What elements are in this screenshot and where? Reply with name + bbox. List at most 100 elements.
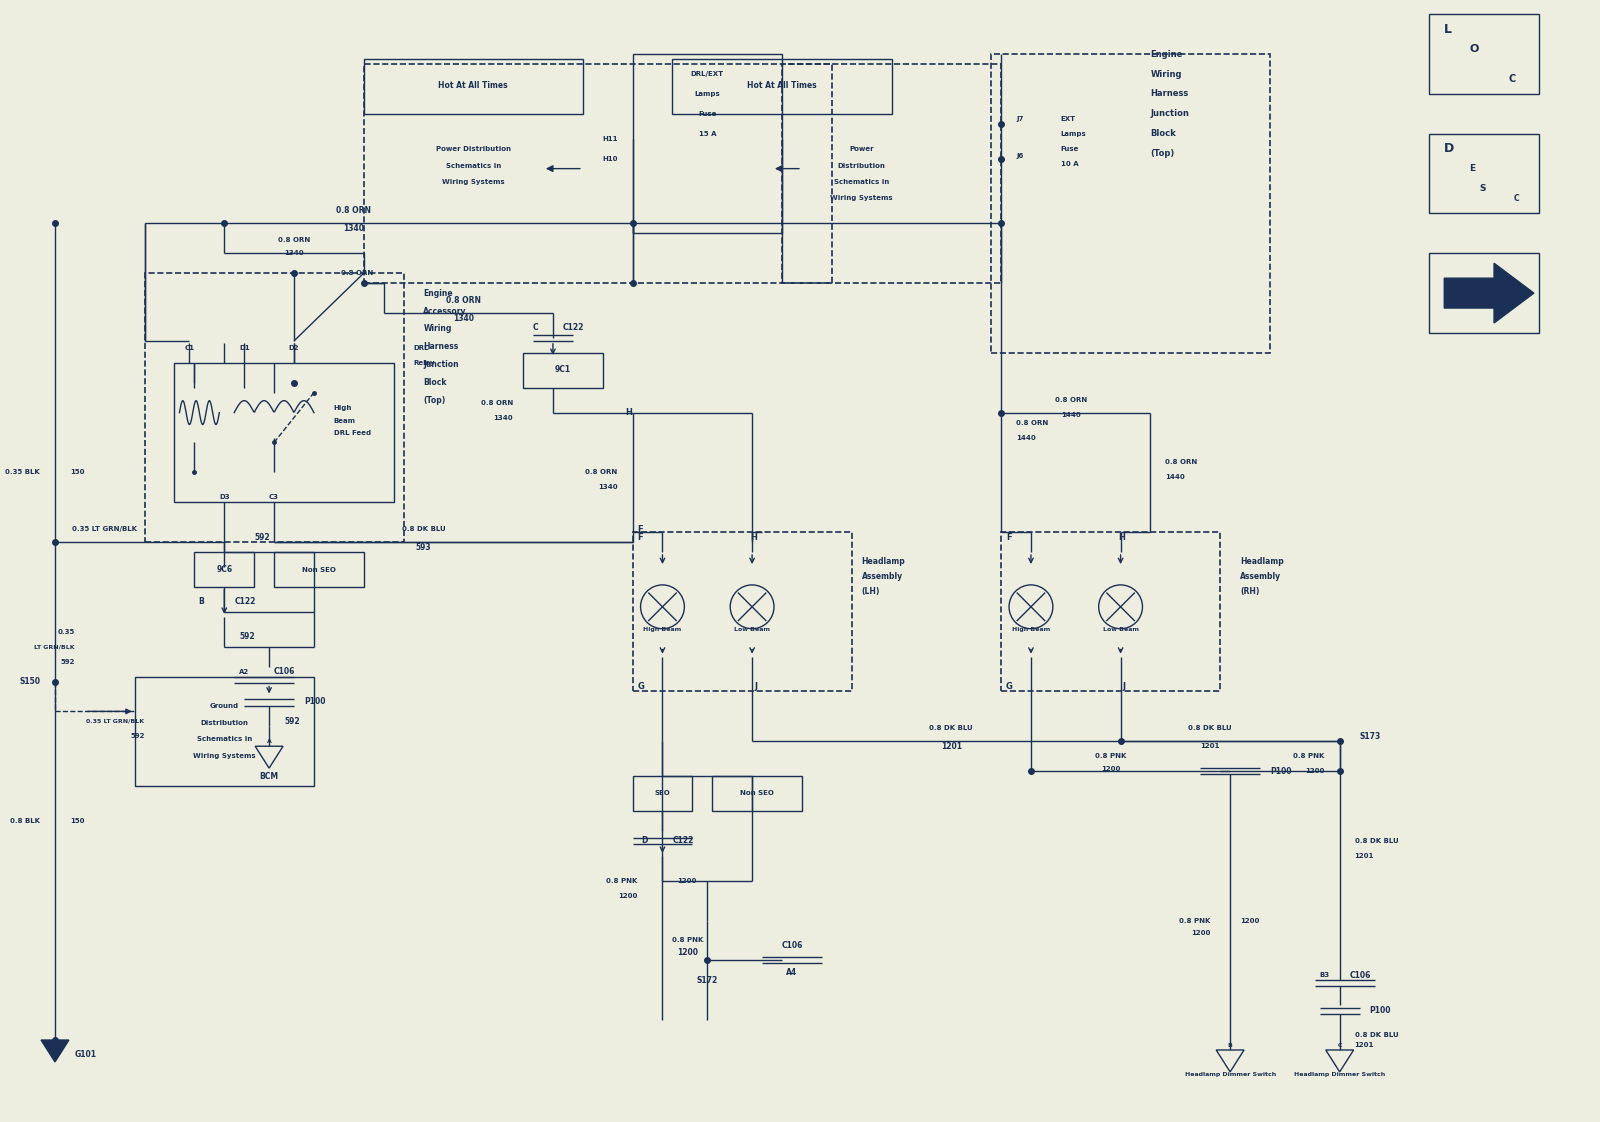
Text: Low Beam: Low Beam bbox=[1102, 627, 1139, 632]
Text: 1200: 1200 bbox=[618, 893, 637, 899]
Text: 1440: 1440 bbox=[1016, 434, 1035, 441]
Text: 1440: 1440 bbox=[1165, 475, 1186, 480]
Text: 9C6: 9C6 bbox=[216, 565, 232, 574]
Text: B: B bbox=[198, 597, 205, 606]
Text: Fuse: Fuse bbox=[1061, 146, 1080, 151]
Bar bbox=[363, 59, 582, 113]
Text: DRL/EXT: DRL/EXT bbox=[691, 71, 723, 77]
Text: C106: C106 bbox=[781, 941, 803, 950]
Text: DRL Feed: DRL Feed bbox=[334, 430, 371, 435]
Text: 592: 592 bbox=[254, 533, 270, 542]
Text: H10: H10 bbox=[603, 156, 618, 162]
Text: C3: C3 bbox=[269, 495, 278, 500]
Bar bbox=[1429, 15, 1539, 94]
Text: 1200: 1200 bbox=[1240, 918, 1259, 923]
Text: 1201: 1201 bbox=[1355, 853, 1374, 858]
Text: S172: S172 bbox=[696, 976, 718, 985]
Text: 1200: 1200 bbox=[1101, 766, 1120, 772]
Bar bbox=[274, 552, 363, 587]
Text: Lamps: Lamps bbox=[1061, 131, 1086, 137]
Text: Junction: Junction bbox=[424, 360, 459, 369]
Text: P100: P100 bbox=[304, 697, 325, 706]
Text: Headlamp: Headlamp bbox=[1240, 558, 1283, 567]
Text: Wiring Systems: Wiring Systems bbox=[830, 195, 893, 202]
Text: Headlamp Dimmer Switch: Headlamp Dimmer Switch bbox=[1184, 1073, 1275, 1077]
Text: F: F bbox=[637, 533, 643, 542]
Text: A2: A2 bbox=[238, 669, 250, 674]
Text: A4: A4 bbox=[786, 968, 797, 977]
Text: J: J bbox=[754, 682, 757, 691]
Text: 150: 150 bbox=[70, 469, 85, 476]
Text: Wiring Systems: Wiring Systems bbox=[194, 753, 256, 760]
Text: G: G bbox=[1006, 682, 1013, 691]
Text: G101: G101 bbox=[75, 1050, 98, 1059]
Text: 1340: 1340 bbox=[493, 415, 514, 421]
Text: 0.8 DK BLU: 0.8 DK BLU bbox=[930, 725, 973, 732]
Text: C106: C106 bbox=[1350, 971, 1371, 980]
Text: 0.8 PNK: 0.8 PNK bbox=[1094, 753, 1126, 760]
Text: Junction: Junction bbox=[1150, 109, 1189, 118]
Text: 0.8 ORN: 0.8 ORN bbox=[1165, 459, 1198, 466]
Text: Wiring: Wiring bbox=[424, 324, 451, 333]
Text: Ground: Ground bbox=[210, 703, 238, 709]
Text: 0.8 ORN: 0.8 ORN bbox=[341, 270, 374, 276]
Text: DRL: DRL bbox=[413, 344, 429, 351]
Bar bbox=[632, 54, 782, 233]
Text: 1200: 1200 bbox=[1190, 930, 1210, 937]
Bar bbox=[632, 776, 693, 811]
Text: H11: H11 bbox=[603, 136, 618, 141]
Text: 1201: 1201 bbox=[1200, 743, 1219, 749]
Text: BCM: BCM bbox=[259, 772, 278, 781]
Text: 1200: 1200 bbox=[1306, 769, 1325, 774]
Text: L: L bbox=[1445, 22, 1453, 36]
Text: G: G bbox=[637, 682, 645, 691]
Text: 1200: 1200 bbox=[677, 877, 696, 884]
Text: 0.35 LT GRN/BLK: 0.35 LT GRN/BLK bbox=[72, 526, 138, 532]
Text: D2: D2 bbox=[288, 344, 299, 351]
Text: 0.35 LT GRN/BLK: 0.35 LT GRN/BLK bbox=[86, 719, 144, 724]
Text: Power: Power bbox=[850, 146, 874, 151]
Text: Non SEO: Non SEO bbox=[741, 790, 774, 795]
Text: C122: C122 bbox=[234, 597, 256, 606]
Text: S150: S150 bbox=[19, 677, 40, 686]
Text: 1340: 1340 bbox=[285, 250, 304, 256]
Text: J: J bbox=[1123, 682, 1125, 691]
Text: Schematics in: Schematics in bbox=[197, 736, 251, 743]
Text: (Top): (Top) bbox=[424, 396, 446, 405]
Bar bbox=[1429, 134, 1539, 213]
Text: 592: 592 bbox=[240, 632, 254, 641]
Text: P100: P100 bbox=[1370, 1005, 1390, 1014]
Text: (RH): (RH) bbox=[1240, 588, 1259, 597]
Bar bbox=[523, 352, 603, 388]
Text: 0.8 ORN: 0.8 ORN bbox=[446, 295, 480, 304]
Text: (Top): (Top) bbox=[1150, 149, 1174, 158]
Text: B3: B3 bbox=[1320, 973, 1330, 978]
Text: S: S bbox=[1478, 184, 1486, 193]
Text: C: C bbox=[533, 323, 538, 332]
Text: F: F bbox=[637, 525, 643, 534]
Text: 592: 592 bbox=[130, 734, 144, 739]
Text: C: C bbox=[1514, 194, 1520, 203]
Text: 592: 592 bbox=[285, 717, 299, 726]
Text: D: D bbox=[1445, 142, 1454, 155]
Text: Harness: Harness bbox=[424, 342, 459, 351]
Text: High Beam: High Beam bbox=[643, 627, 682, 632]
Bar bbox=[363, 64, 832, 283]
Text: Low Beam: Low Beam bbox=[734, 627, 770, 632]
Polygon shape bbox=[42, 1040, 69, 1061]
Text: Wiring Systems: Wiring Systems bbox=[442, 178, 504, 184]
Text: 1340: 1340 bbox=[453, 313, 474, 322]
Text: Beam: Beam bbox=[334, 417, 355, 424]
Text: Distribution: Distribution bbox=[200, 720, 248, 726]
Text: O: O bbox=[1469, 44, 1478, 54]
Bar bbox=[672, 59, 891, 113]
Text: 150: 150 bbox=[70, 818, 85, 824]
Text: 0.8 ORN: 0.8 ORN bbox=[336, 206, 371, 215]
Text: 0.8 DK BLU: 0.8 DK BLU bbox=[1355, 838, 1398, 844]
Text: Non SEO: Non SEO bbox=[302, 567, 336, 573]
Text: Relay: Relay bbox=[413, 360, 435, 366]
Bar bbox=[712, 776, 802, 811]
Text: H: H bbox=[626, 408, 632, 417]
Text: Accessory: Accessory bbox=[424, 306, 467, 315]
Text: F: F bbox=[1006, 533, 1011, 542]
